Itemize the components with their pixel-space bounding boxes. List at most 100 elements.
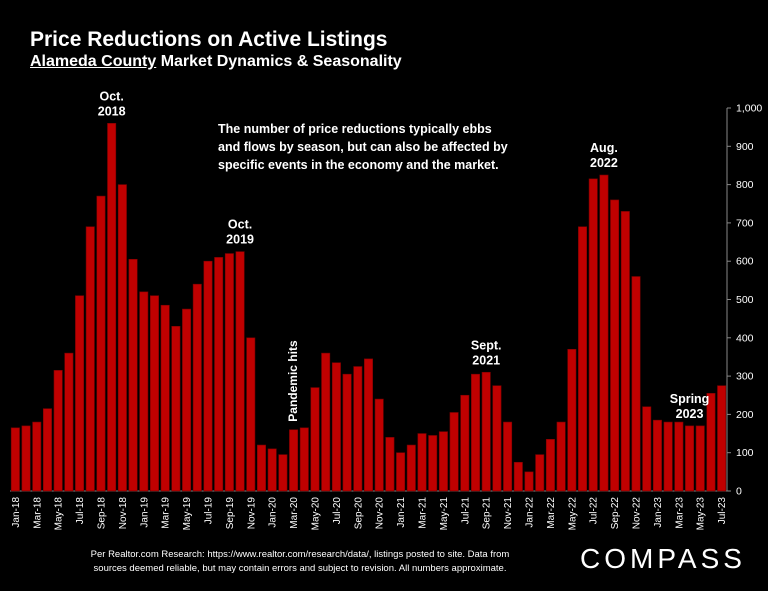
subtitle-rest: Market Dynamics & Seasonality (156, 53, 402, 70)
chart-note-line: and flows by season, but can also be aff… (218, 140, 508, 154)
annotation-label: Sept. (471, 338, 502, 352)
x-tick-label: Mar-23 (674, 497, 685, 529)
x-tick-label: Sep-19 (225, 497, 236, 530)
x-tick-label: Mar-18 (32, 497, 43, 529)
bar (128, 258, 138, 492)
bar (385, 437, 395, 492)
bar (492, 385, 502, 492)
bar (171, 326, 181, 492)
bar (717, 385, 727, 492)
bar (10, 427, 20, 492)
bar (620, 211, 630, 492)
bar (652, 419, 662, 492)
y-tick-label: 0 (736, 486, 742, 498)
x-tick-label: Mar-21 (418, 497, 429, 529)
bar (75, 295, 85, 492)
bar (460, 394, 470, 492)
page-title: Price Reductions on Active Listings (30, 28, 388, 51)
x-tick-label: Jan-19 (139, 497, 150, 528)
bar (449, 412, 459, 492)
y-tick-label: 900 (736, 141, 754, 153)
x-tick-label: Sep-21 (482, 497, 493, 530)
bar (331, 362, 341, 492)
footnote: Per Realtor.com Research: https://www.re… (40, 548, 560, 576)
footnote-line-2: sources deemed reliable, but may contain… (93, 563, 507, 574)
bar (438, 431, 448, 492)
x-tick-label: Jul-20 (332, 497, 343, 525)
chart-note-line: The number of price reductions typically… (218, 122, 492, 136)
x-tick-label: Mar-22 (546, 497, 557, 529)
bar (64, 352, 74, 492)
x-tick-label: Jul-19 (203, 497, 214, 525)
x-tick-label: Mar-19 (161, 497, 172, 529)
bar (246, 337, 256, 492)
x-tick-label: Jul-22 (589, 497, 600, 525)
bar (53, 370, 63, 492)
bar (353, 366, 363, 492)
page-subtitle: Alameda County Market Dynamics & Seasona… (30, 53, 402, 71)
x-tick-label: May-20 (310, 497, 321, 531)
y-tick-label: 1,000 (736, 103, 762, 115)
x-tick-label: Jan-22 (525, 497, 536, 528)
y-tick-label: 600 (736, 256, 754, 268)
bar (685, 425, 695, 492)
bar (503, 421, 513, 492)
x-tick-label: Sep-22 (610, 497, 621, 530)
x-tick-label: Jan-18 (11, 497, 22, 528)
bar (321, 352, 331, 492)
bar (524, 471, 534, 492)
bar (85, 226, 95, 492)
bar (299, 427, 309, 492)
bar (224, 253, 234, 492)
bar (192, 283, 202, 492)
bar (428, 435, 438, 492)
bar (117, 184, 127, 492)
y-tick-label: 200 (736, 409, 754, 421)
bar (214, 257, 224, 492)
bar (182, 308, 192, 492)
bar (342, 373, 352, 492)
bar (610, 199, 620, 492)
x-tick-label: Jul-18 (75, 497, 86, 525)
x-tick-label: Jul-23 (717, 497, 728, 525)
bar (471, 373, 480, 492)
bar (374, 398, 384, 492)
bar (235, 251, 245, 492)
y-tick-label: 800 (736, 179, 754, 191)
bar (160, 304, 170, 492)
footnote-line-1: Per Realtor.com Research: https://www.re… (90, 549, 510, 560)
annotation-label: Spring (670, 392, 710, 406)
annotation-pandemic: Pandemic hits (286, 340, 300, 422)
bar (21, 425, 31, 492)
annotation-label: 2018 (98, 104, 126, 118)
bar (32, 421, 42, 492)
bar (96, 195, 106, 492)
bar (513, 461, 523, 492)
x-tick-label: Nov-18 (118, 497, 129, 530)
bar (289, 429, 299, 492)
bar (642, 406, 652, 492)
x-tick-label: Jan-20 (268, 497, 279, 528)
annotation-label: Aug. (590, 141, 618, 155)
y-tick-label: 700 (736, 217, 754, 229)
x-tick-label: May-23 (696, 497, 707, 531)
bar (706, 393, 716, 492)
bar (588, 178, 598, 492)
x-tick-label: Jan-23 (653, 497, 664, 528)
bar (417, 433, 427, 492)
bar (406, 444, 416, 492)
bar (631, 276, 641, 492)
y-tick-label: 500 (736, 294, 754, 306)
bar (674, 421, 684, 492)
x-tick-label: May-18 (54, 497, 65, 531)
x-tick-label: Nov-21 (503, 497, 514, 530)
x-tick-label: Nov-22 (632, 497, 643, 530)
y-tick-label: 400 (736, 332, 754, 344)
annotation-label: 2023 (676, 407, 704, 421)
bar (107, 123, 117, 492)
annotation-label: 2021 (472, 353, 500, 367)
x-tick-label: Mar-20 (289, 497, 300, 529)
bar (663, 421, 673, 492)
y-tick-label: 300 (736, 371, 754, 383)
